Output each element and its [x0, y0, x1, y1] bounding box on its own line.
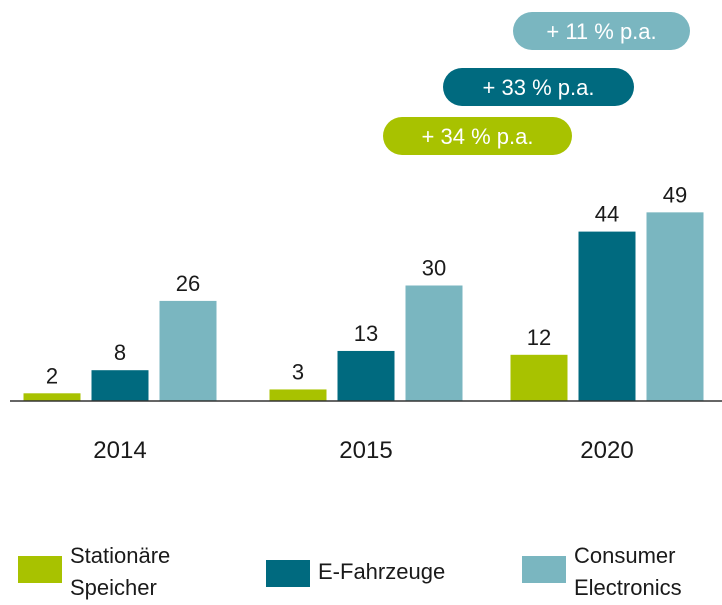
bar [510, 354, 568, 401]
bar [337, 350, 395, 401]
bar [578, 231, 636, 401]
annotation-pill [443, 68, 634, 106]
legend-label: Consumer Electronics [574, 543, 682, 600]
legend-item: Stationäre Speicher [18, 540, 190, 604]
bar [159, 300, 217, 401]
value-label: 2 [46, 363, 58, 388]
value-label: 30 [422, 256, 446, 281]
legend-label: Stationäre Speicher [70, 543, 171, 600]
annotation-text: + 33 % p.a. [483, 75, 595, 100]
bar [646, 212, 704, 401]
annotation-pill [383, 117, 572, 155]
annotation-pill [513, 12, 690, 50]
value-label: 26 [176, 271, 200, 296]
value-label: 44 [595, 202, 619, 227]
legend-label: E-Fahrzeuge [318, 559, 446, 584]
x-tick-label: 2014 [93, 437, 146, 464]
bar [269, 389, 327, 401]
annotation-text: + 34 % p.a. [422, 124, 534, 149]
legend-swatch [266, 560, 310, 587]
value-label: 12 [527, 325, 551, 350]
value-label: 13 [354, 321, 378, 346]
legend-item: E-Fahrzeuge [266, 556, 518, 588]
value-label: 49 [663, 182, 687, 207]
bar [405, 285, 463, 401]
x-tick-label: 2015 [339, 437, 392, 464]
legend-item: Consumer Electronics [522, 540, 722, 604]
plot: 2 8 26 2014 3 13 30 2015 12 44 49 2020 + 11 % p.a. + … [10, 12, 722, 464]
annotation-text: + 11 % p.a. [546, 19, 656, 44]
x-tick-label: 2020 [580, 437, 633, 464]
legend-swatch [522, 556, 566, 583]
value-label: 8 [114, 340, 126, 365]
value-label: 3 [292, 359, 304, 384]
bar [91, 370, 149, 401]
bar [23, 393, 81, 401]
legend-swatch [18, 556, 62, 583]
